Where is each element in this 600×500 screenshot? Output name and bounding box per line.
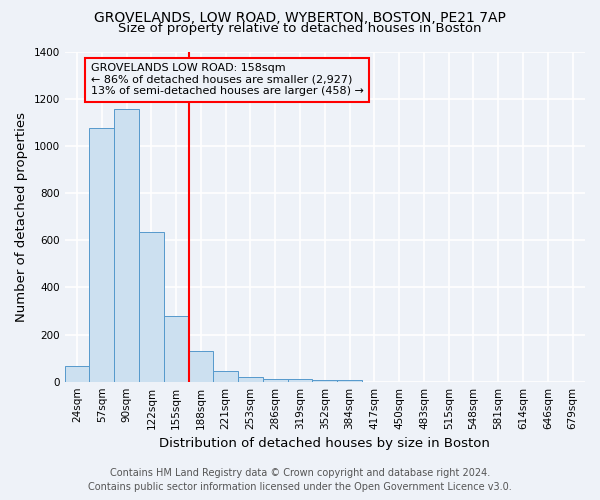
Text: GROVELANDS LOW ROAD: 158sqm
← 86% of detached houses are smaller (2,927)
13% of : GROVELANDS LOW ROAD: 158sqm ← 86% of det… [91,64,364,96]
Text: GROVELANDS, LOW ROAD, WYBERTON, BOSTON, PE21 7AP: GROVELANDS, LOW ROAD, WYBERTON, BOSTON, … [94,11,506,25]
Text: Size of property relative to detached houses in Boston: Size of property relative to detached ho… [118,22,482,35]
Bar [139,232,164,382]
Bar [238,377,263,382]
Bar [263,379,287,382]
Bar [164,316,188,382]
Y-axis label: Number of detached properties: Number of detached properties [15,112,28,322]
Bar [65,366,89,382]
Bar [313,380,337,382]
Bar [114,110,139,382]
Bar [287,379,313,382]
Bar [214,370,238,382]
X-axis label: Distribution of detached houses by size in Boston: Distribution of detached houses by size … [160,437,490,450]
Bar [337,380,362,382]
Text: Contains HM Land Registry data © Crown copyright and database right 2024.
Contai: Contains HM Land Registry data © Crown c… [88,468,512,492]
Bar [188,351,214,382]
Bar [89,128,114,382]
